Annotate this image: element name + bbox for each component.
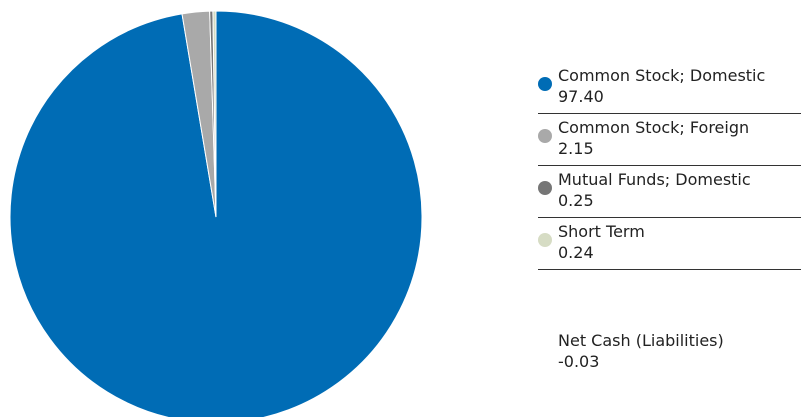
legend-item-mutual-funds-domestic: Mutual Funds; Domestic 0.25 [538, 166, 801, 218]
legend-swatch [538, 77, 552, 91]
legend-value: 0.25 [558, 191, 594, 210]
net-cash-note: Net Cash (Liabilities) -0.03 [558, 330, 724, 372]
legend-label: Common Stock; Domestic [558, 66, 766, 85]
legend: Common Stock; Domestic 97.40 Common Stoc… [538, 62, 801, 270]
legend-item-short-term: Short Term 0.24 [538, 218, 801, 270]
net-cash-label: Net Cash (Liabilities) [558, 331, 724, 350]
legend-label: Short Term [558, 222, 645, 241]
legend-label: Mutual Funds; Domestic [558, 170, 751, 189]
legend-label: Common Stock; Foreign [558, 118, 750, 137]
legend-swatch [538, 233, 552, 247]
pie-slice-short-term [212, 10, 217, 218]
legend-item-common-stock-domestic: Common Stock; Domestic 97.40 [538, 62, 801, 114]
legend-swatch [538, 181, 552, 195]
legend-value: 2.15 [558, 139, 594, 158]
legend-item-common-stock-foreign: Common Stock; Foreign 2.15 [538, 114, 801, 166]
legend-value: 0.24 [558, 243, 594, 262]
legend-swatch [538, 129, 552, 143]
net-cash-value: -0.03 [558, 352, 600, 371]
legend-value: 97.40 [558, 87, 604, 106]
